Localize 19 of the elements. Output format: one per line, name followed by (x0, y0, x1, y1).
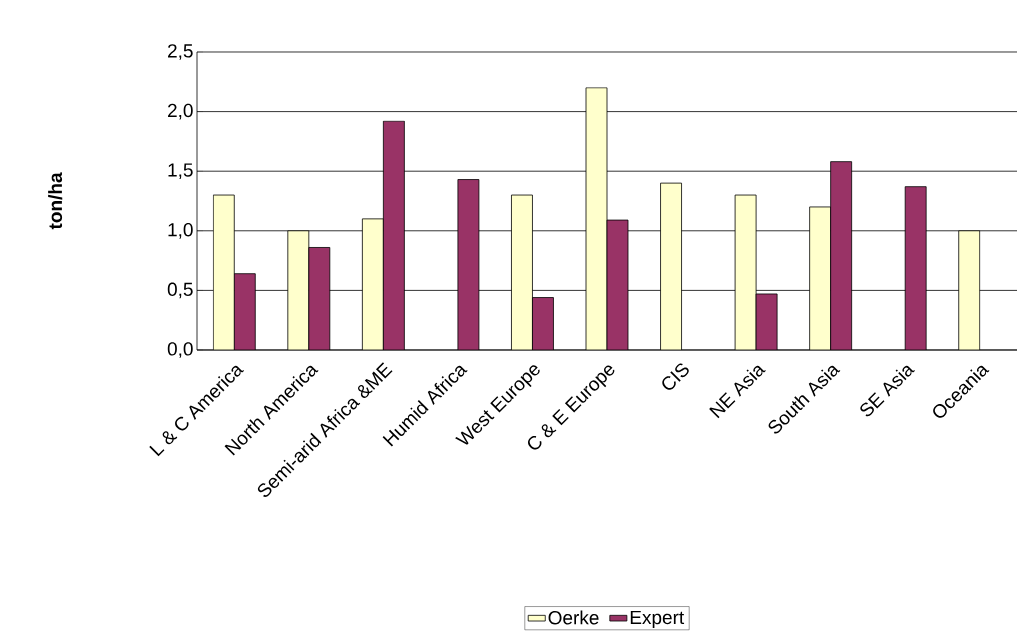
bar (532, 297, 554, 350)
legend-label: Oerke (548, 610, 599, 625)
bar (830, 161, 853, 350)
y-tick-label: 2,5 (168, 44, 193, 60)
bar (457, 179, 480, 350)
bar (382, 120, 405, 350)
x-tick-label: NE Asia (709, 365, 766, 419)
bar (904, 186, 927, 350)
bar (233, 273, 256, 350)
legend-label: Expert (630, 610, 685, 628)
y-tick-label: 1,0 (168, 222, 193, 239)
y-tick-label: 0,5 (167, 282, 193, 299)
y-tick-label: 0,0 (167, 342, 193, 358)
y-tick-label: 2,0 (168, 103, 193, 120)
bar (308, 247, 331, 350)
x-tick-label: SE Asia (860, 365, 915, 417)
y-tick-label: 1,5 (168, 163, 193, 179)
x-tick-label: CIS (662, 363, 689, 390)
y-axis-title: ton/ha (48, 172, 63, 230)
